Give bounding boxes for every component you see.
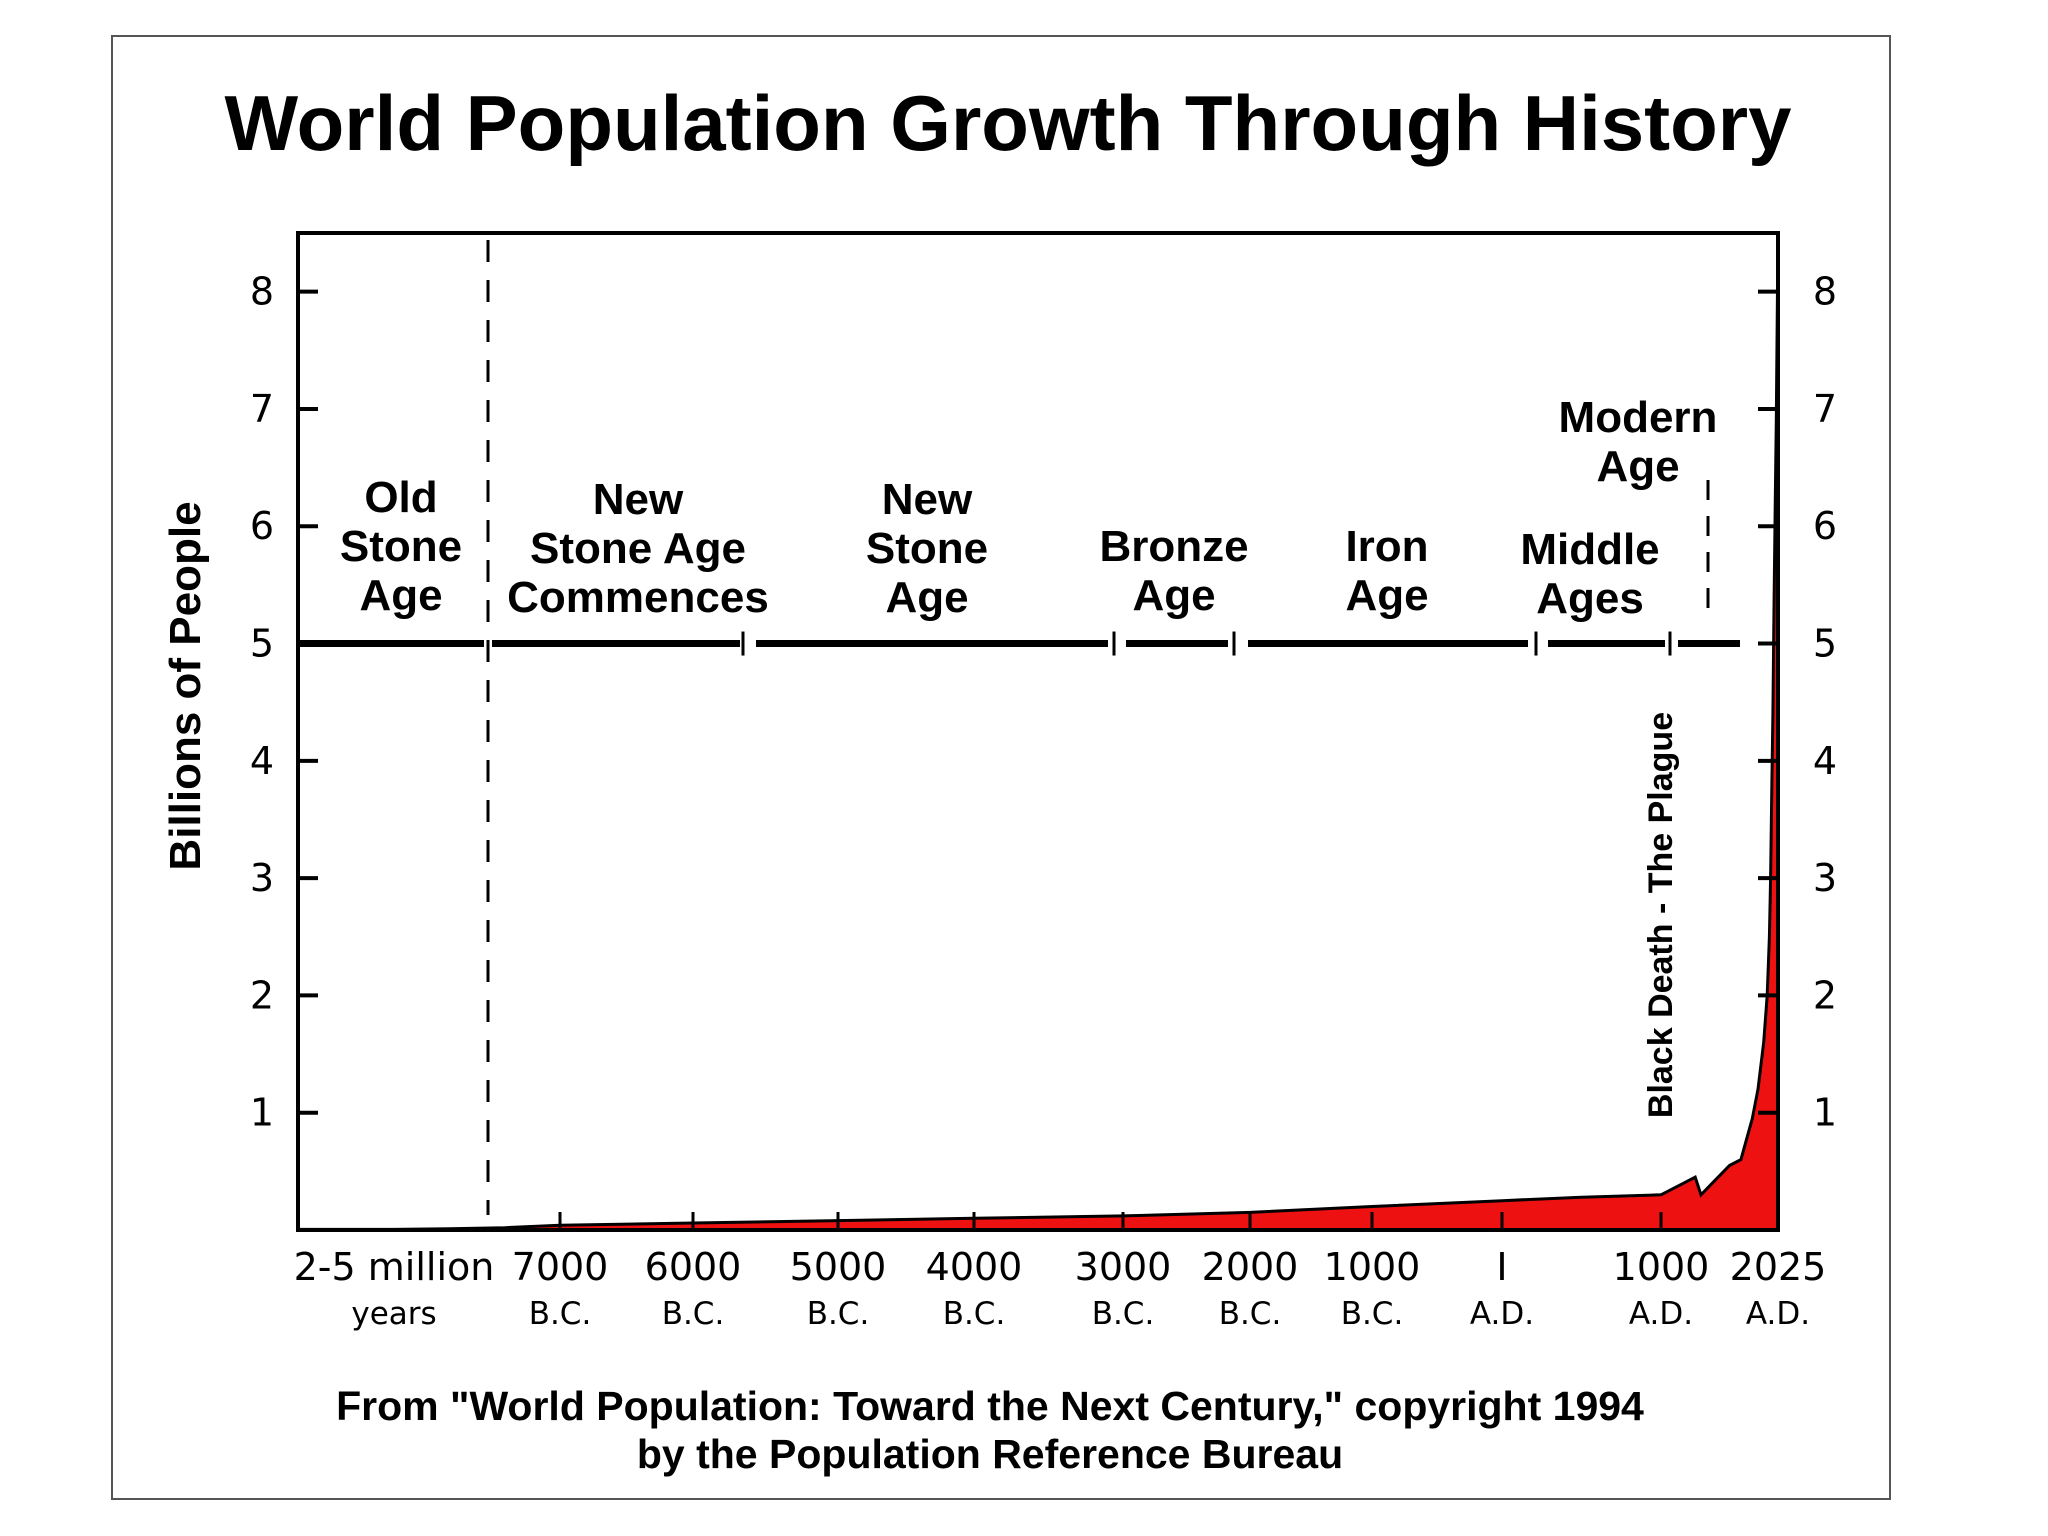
era-label-line: New <box>882 475 973 524</box>
y-tick-label-left: 4 <box>250 739 274 783</box>
y-tick-label-left: 8 <box>250 270 274 314</box>
x-tick-label: 3000 <box>1075 1245 1172 1289</box>
y-tick-label-left: 6 <box>250 504 274 548</box>
y-tick-label-right: 4 <box>1813 739 1837 783</box>
era-label-line: New <box>593 475 684 524</box>
x-tick-sublabel: B.C. <box>529 1296 592 1332</box>
y-tick-label-left: 5 <box>250 622 274 666</box>
era-label-line: Commences <box>507 573 769 622</box>
era-label-line: Age <box>1596 442 1679 491</box>
y-axis-label: Billions of People <box>161 501 210 870</box>
x-tick-label: 2-5 million <box>294 1245 495 1289</box>
x-tick-sublabel: years <box>351 1296 436 1332</box>
y-tick-label-right: 5 <box>1813 622 1837 666</box>
x-tick-sublabel: B.C. <box>1092 1296 1155 1332</box>
era-label: Old Stone Age <box>340 473 462 620</box>
y-tick-label-right: 7 <box>1813 387 1837 431</box>
x-tick-sublabel: B.C. <box>943 1296 1006 1332</box>
y-tick-label-left: 2 <box>250 973 274 1017</box>
x-tick-sublabel: B.C. <box>807 1296 870 1332</box>
era-label: Middle Ages <box>1520 525 1659 623</box>
era-label-line: Modern <box>1559 393 1718 442</box>
y-tick-label-right: 2 <box>1813 973 1837 1017</box>
era-label-line: Iron <box>1345 522 1428 571</box>
x-tick-label: 5000 <box>790 1245 887 1289</box>
x-tick-sublabel: A.D. <box>1629 1296 1693 1332</box>
era-label-line: Stone <box>866 524 988 573</box>
x-tick-label: I <box>1496 1245 1507 1289</box>
x-tick-label: 2025 <box>1730 1245 1827 1289</box>
era-label-line: Stone <box>340 522 462 571</box>
x-tick-sublabel: B.C. <box>1219 1296 1282 1332</box>
plot-border <box>296 231 1780 1232</box>
era-label-line: Stone Age <box>530 524 746 573</box>
x-tick-label: 7000 <box>512 1245 609 1289</box>
era-label-line: Age <box>885 573 968 622</box>
x-tick-label: 6000 <box>645 1245 742 1289</box>
chart-title: World Population Growth Through History <box>224 79 1791 167</box>
era-label-line: Old <box>364 473 437 522</box>
x-tick-sublabel: B.C. <box>1341 1296 1404 1332</box>
x-tick-sublabel: A.D. <box>1746 1296 1810 1332</box>
black-death-annotation: Black Death - The Plague <box>1642 712 1680 1118</box>
era-label-line: Ages <box>1536 574 1644 623</box>
era-label: Bronze Age <box>1099 522 1248 620</box>
x-tick-sublabel: A.D. <box>1470 1296 1534 1332</box>
era-label: Iron Age <box>1345 522 1428 620</box>
era-label-line: Age <box>1132 571 1215 620</box>
x-tick-label: 1000 <box>1324 1245 1421 1289</box>
y-tick-label-right: 8 <box>1813 270 1837 314</box>
x-tick-label: 4000 <box>926 1245 1023 1289</box>
era-label: New Stone Age <box>866 475 988 622</box>
chart-frame <box>111 35 1891 1500</box>
source-credit-line-2: by the Population Reference Bureau <box>637 1431 1343 1477</box>
source-credit-line-1: From "World Population: Toward the Next … <box>336 1383 1644 1429</box>
era-label-line: Age <box>359 571 442 620</box>
y-tick-label-left: 1 <box>250 1091 274 1135</box>
x-tick-sublabel: B.C. <box>662 1296 725 1332</box>
x-tick-label: 1000 <box>1613 1245 1710 1289</box>
population-area <box>296 232 1780 1232</box>
y-tick-label-left: 3 <box>250 856 274 900</box>
era-label-line: Age <box>1345 571 1428 620</box>
y-tick-label-right: 3 <box>1813 856 1837 900</box>
era-label: New Stone Age Commences <box>507 475 769 622</box>
y-tick-label-right: 1 <box>1813 1091 1837 1135</box>
y-tick-label-right: 6 <box>1813 504 1837 548</box>
y-tick-label-left: 7 <box>250 387 274 431</box>
x-tick-label: 2000 <box>1202 1245 1299 1289</box>
era-label-line: Bronze <box>1099 522 1248 571</box>
era-label-line: Middle <box>1520 525 1659 574</box>
era-label: Modern Age <box>1559 393 1718 491</box>
